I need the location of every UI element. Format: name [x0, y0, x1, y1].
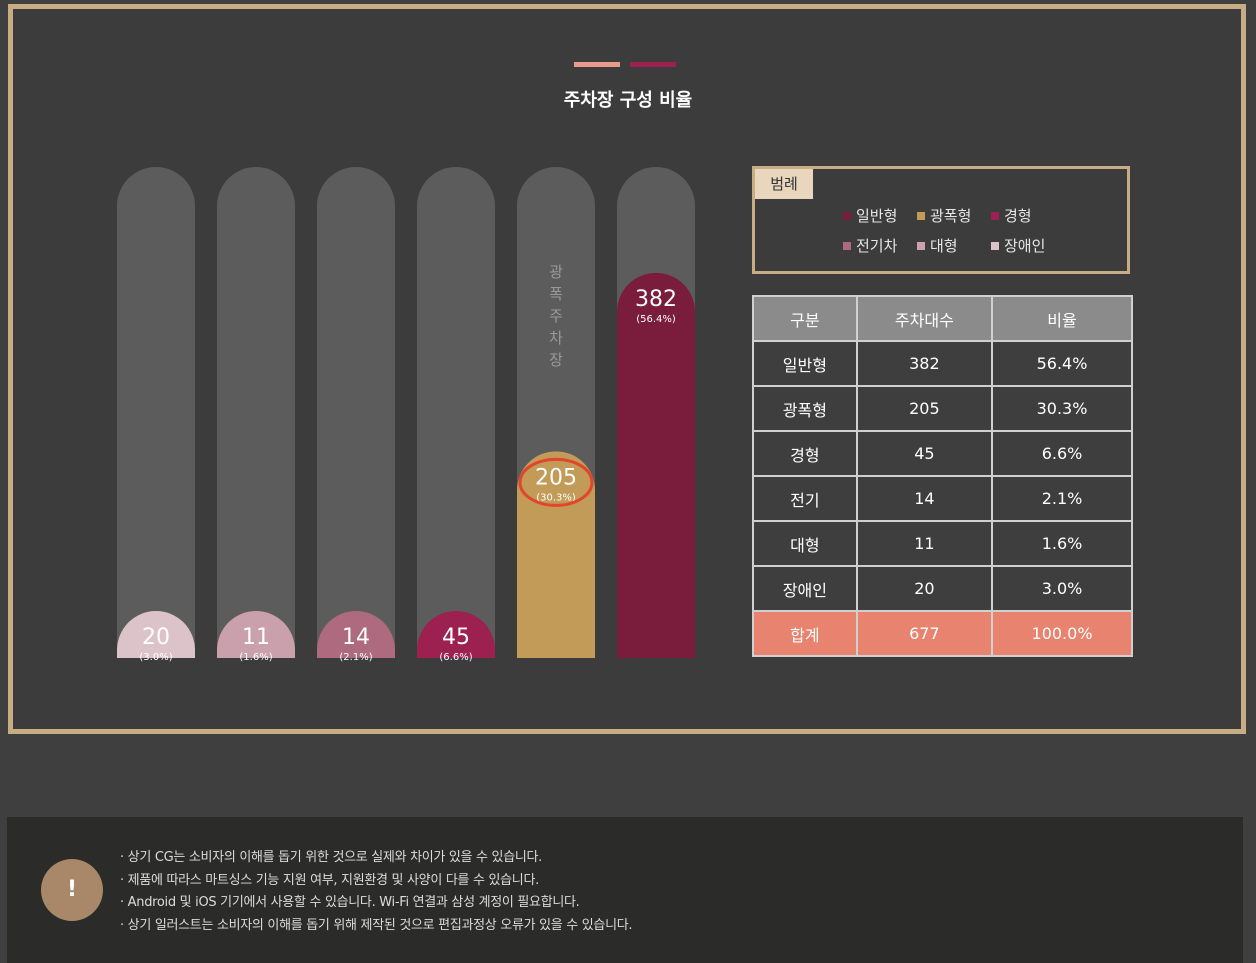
table-cell: 30.3% — [991, 385, 1133, 432]
table-row: 대형 11 1.6% — [752, 520, 1133, 567]
legend-item-label: 대형 — [930, 237, 958, 255]
legend-swatch — [991, 241, 999, 250]
table-cell: 광폭형 — [752, 385, 858, 432]
legend-item-label: 광폭형 — [930, 207, 972, 225]
table-row: 전기 14 2.1% — [752, 475, 1133, 522]
bar-track — [317, 167, 395, 658]
table-row: 장애인 20 3.0% — [752, 565, 1133, 612]
table-cell: 2.1% — [991, 475, 1133, 522]
bar-percent-label: (30.3%) — [536, 492, 576, 503]
bar-annotation-char: 폭 — [549, 285, 563, 303]
notice-line: · 상기 CG는 소비자의 이해를 돕기 위한 것으로 실제와 차이가 있을 수… — [120, 850, 543, 865]
bar-value-label: 205 — [535, 465, 577, 490]
table-total-row: 합계 677 100.0% — [752, 610, 1133, 657]
table-cell: 205 — [855, 385, 994, 432]
notice-line: · 상기 일러스트는 소비자의 이해를 돕기 위해 제작된 것으로 편집과정상 … — [120, 917, 633, 933]
table-cell: 경형 — [752, 430, 858, 477]
bar-일반형 — [617, 272, 695, 658]
legend-swatch — [991, 211, 999, 220]
table-cell: 장애인 — [752, 565, 858, 612]
table-cell: 전기 — [752, 475, 858, 522]
legend-item: 광폭형 — [917, 205, 971, 226]
bar-percent-label: (1.6%) — [239, 652, 272, 663]
bar-annotation-char: 광 — [549, 263, 563, 281]
table-cell: 일반형 — [752, 340, 858, 387]
table-header-cell: 구분 — [752, 295, 858, 342]
title-decoration-right — [630, 62, 676, 67]
bar-value-label: 20 — [142, 625, 170, 650]
bar-annotation-char: 주 — [549, 307, 563, 325]
table-row: 경형 45 6.6% — [752, 430, 1133, 477]
legend-swatch — [917, 241, 925, 250]
notice-panel: ! · 상기 CG는 소비자의 이해를 돕기 위한 것으로 실제와 차이가 있을… — [7, 817, 1243, 963]
table-cell: 6.6% — [991, 430, 1133, 477]
bar-track — [117, 167, 195, 658]
table-cell: 56.4% — [991, 340, 1133, 387]
notice-line: · Android 및 iOS 기기에서 사용할 수 있습니다. Wi-Fi 연… — [120, 895, 580, 910]
table-cell: 11 — [855, 520, 994, 567]
legend-item-label: 경형 — [1004, 207, 1032, 225]
legend-item: 경형 — [991, 205, 1032, 226]
title-decoration-left — [574, 62, 620, 67]
data-table: 구분 주차대수 비율 일반형 382 56.4% 광폭형 205 30.3% 경형 45 6.6… — [752, 295, 1133, 657]
notice-line: · 제품에 따라스 마트싱스 기능 지원 여부, 지원환경 및 사양이 다를 수… — [120, 872, 539, 888]
table-header-cell: 주차대수 — [855, 295, 994, 342]
bar-value-label: 382 — [635, 287, 677, 312]
legend-item: 일반형 — [843, 205, 897, 226]
legend-item-label: 전기차 — [856, 237, 898, 255]
legend-item: 장애인 — [991, 235, 1045, 256]
legend-item: 대형 — [917, 235, 958, 256]
table-cell: 합계 — [752, 610, 858, 657]
table-header-row: 구분 주차대수 비율 — [752, 295, 1133, 342]
bar-track — [217, 167, 295, 658]
table-row: 광폭형 205 30.3% — [752, 385, 1133, 432]
table-cell: 대형 — [752, 520, 858, 567]
table-cell: 382 — [855, 340, 994, 387]
legend-item: 전기차 — [843, 235, 897, 256]
bar-장애인 — [117, 611, 195, 658]
table-row: 일반형 382 56.4% — [752, 340, 1133, 387]
notice-text: · 상기 CG는 소비자의 이해를 돕기 위한 것으로 실제와 차이가 있을 수… — [120, 847, 633, 937]
table-cell: 45 — [855, 430, 994, 477]
bar-경형 — [417, 611, 495, 658]
chart-title: 주차장 구성 비율 — [563, 90, 693, 111]
table-cell: 20 — [855, 565, 994, 612]
highlight-circle — [518, 457, 594, 507]
exclamation-icon: ! — [41, 859, 103, 921]
bar-percent-label: (6.6%) — [439, 652, 472, 663]
bar-annotation-char: 장 — [549, 351, 563, 369]
bar-annotation-char: 차 — [549, 329, 563, 347]
table-header-cell: 비율 — [991, 295, 1133, 342]
bar-percent-label: (2.1%) — [339, 652, 372, 663]
table-cell: 3.0% — [991, 565, 1133, 612]
legend-label: 범례 — [755, 169, 813, 199]
table-cell: 100.0% — [991, 610, 1133, 657]
table-cell: 14 — [855, 475, 994, 522]
bar-value-label: 14 — [342, 625, 370, 650]
legend-item-label: 장애인 — [1004, 237, 1046, 255]
legend-item-label: 일반형 — [856, 207, 898, 225]
legend-swatch — [843, 241, 851, 250]
table-cell: 1.6% — [991, 520, 1133, 567]
bar-percent-label: (3.0%) — [139, 652, 172, 663]
legend-swatch — [917, 211, 925, 220]
bar-percent-label: (56.4%) — [636, 314, 676, 325]
bar-value-label: 11 — [242, 625, 270, 650]
bar-대형 — [217, 611, 295, 658]
bar-전기 — [317, 611, 395, 658]
bar-value-label: 45 — [442, 625, 470, 650]
bar-track — [417, 167, 495, 658]
legend-swatch — [843, 211, 851, 220]
table-cell: 677 — [855, 610, 994, 657]
